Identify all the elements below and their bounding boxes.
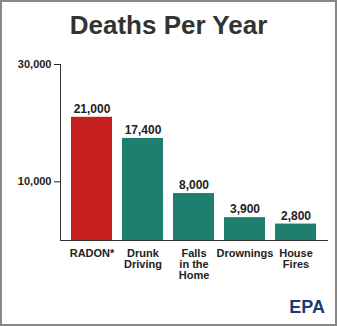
- svg-text:Drownings: Drownings: [217, 247, 274, 259]
- svg-text:17,400: 17,400: [125, 123, 162, 137]
- svg-text:Fallsin theHome: Fallsin theHome: [179, 247, 210, 281]
- html-text:EPA: EPA: [289, 297, 325, 317]
- svg-text:RADON*: RADON*: [70, 247, 115, 259]
- svg-text:2,800: 2,800: [281, 209, 311, 223]
- svg-text:HouseFires: HouseFires: [279, 247, 313, 270]
- html-text:Deaths Per Year: Deaths Per Year: [69, 10, 268, 40]
- svg-text:10,000: 10,000: [18, 175, 52, 187]
- svg-text:3,900: 3,900: [230, 202, 260, 216]
- svg-text:DrunkDriving: DrunkDriving: [124, 247, 162, 270]
- svg-text:8,000: 8,000: [179, 178, 209, 192]
- svg-text:30,000: 30,000: [18, 58, 52, 70]
- svg-text:21,000: 21,000: [74, 102, 111, 116]
